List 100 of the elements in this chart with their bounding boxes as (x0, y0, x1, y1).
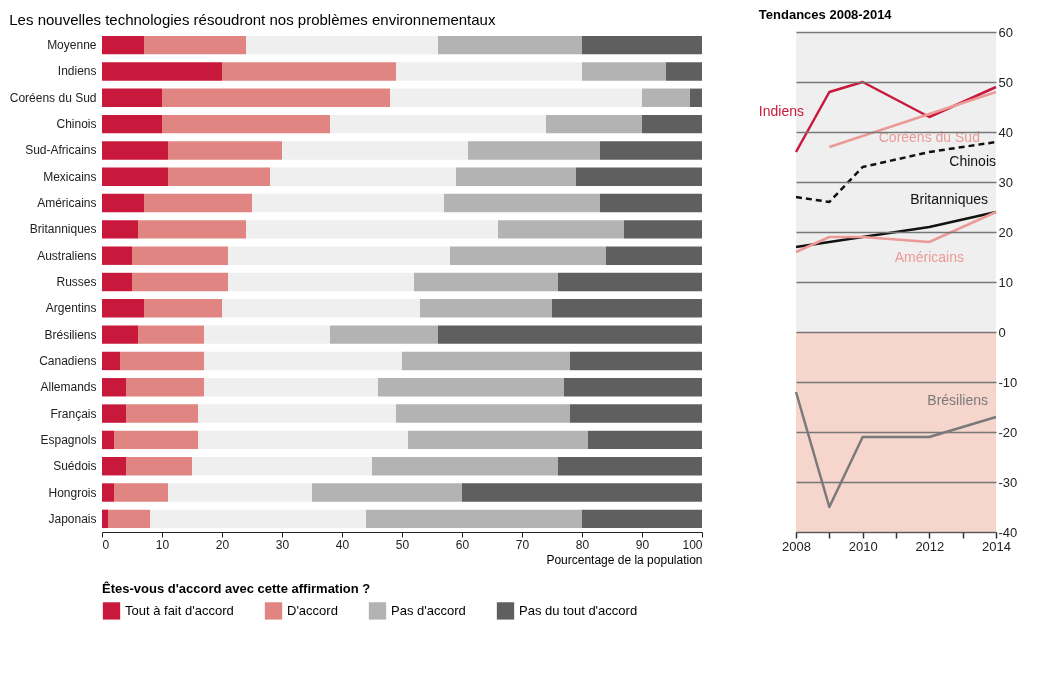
bar (144, 299, 222, 318)
line-series (794, 390, 998, 509)
legend-label: D'accord (287, 602, 338, 618)
bar (624, 220, 702, 239)
bar (102, 509, 108, 529)
bar (102, 457, 126, 476)
bar (282, 141, 468, 160)
y-tick-label: Australiens (37, 248, 97, 263)
bar (198, 430, 408, 450)
x-tick-label: 10 (155, 537, 170, 552)
bar (222, 62, 396, 81)
legend-label: Tout à fait d'accord (125, 602, 234, 618)
bar (378, 378, 564, 397)
y-tick-label: -40 (998, 524, 1018, 540)
bar (582, 509, 702, 529)
x-axis-title: Pourcentage de la population (546, 552, 703, 567)
bar (462, 483, 702, 502)
y-tick-label: Chinois (56, 117, 97, 132)
bar (132, 272, 228, 292)
bar (666, 62, 702, 81)
bar (102, 35, 144, 55)
y-tick-label: Français (50, 406, 97, 421)
x-tick-label: 0 (102, 537, 110, 552)
chart-title: Tendances 2008-2014 (758, 7, 893, 22)
bar (102, 246, 132, 265)
bar (102, 378, 126, 397)
y-tick-label: Canadiens (39, 353, 97, 368)
bar (600, 141, 702, 160)
bar (246, 220, 498, 239)
bar (126, 378, 204, 397)
bar (402, 351, 570, 371)
y-tick-label: -10 (998, 374, 1018, 390)
x-tick-label: 70 (515, 537, 530, 552)
x-tick-label: 2014 (982, 538, 1011, 554)
bar (168, 167, 270, 186)
legend-label: Pas d'accord (391, 602, 466, 618)
bar (204, 325, 330, 344)
y-tick-label: 40 (998, 124, 1013, 140)
y-tick-label: Suédois (53, 459, 97, 474)
bar (204, 378, 378, 397)
x-tick-label: 20 (215, 537, 230, 552)
bar (456, 167, 576, 186)
y-tick-label: Argentins (45, 301, 97, 316)
bar (546, 114, 642, 134)
bar (312, 483, 462, 502)
x-tick-label: 50 (395, 537, 410, 552)
x-tick-label: 2012 (915, 538, 945, 554)
y-tick-label: Japonais (48, 511, 97, 526)
bar (582, 62, 666, 81)
bar (468, 141, 600, 160)
bar (102, 483, 114, 502)
bar (204, 351, 402, 371)
bar (102, 325, 138, 344)
bar (558, 272, 702, 292)
bar (162, 114, 330, 134)
bar (102, 272, 132, 292)
bar (570, 404, 702, 423)
series-label: Brésiliens (927, 392, 988, 408)
bar (396, 404, 570, 423)
bar (168, 483, 312, 502)
bar (228, 272, 414, 292)
bar (582, 35, 702, 55)
bar (420, 299, 552, 318)
y-tick-label: Coréens du Sud (9, 90, 97, 105)
bar (330, 325, 438, 344)
x-tick-label: 80 (575, 537, 590, 552)
series-label: Américains (894, 249, 964, 265)
y-tick-label: 60 (998, 24, 1013, 40)
bar (222, 299, 420, 318)
bar (102, 114, 162, 134)
bar (138, 325, 204, 344)
x-tick-label: 100 (682, 537, 703, 552)
bar (102, 299, 144, 318)
bar (168, 141, 282, 160)
bar (444, 193, 600, 213)
bar (102, 404, 126, 423)
bar (642, 88, 690, 107)
y-tick-label: Espagnols (40, 432, 97, 447)
bar (102, 430, 114, 450)
bar (564, 378, 702, 397)
bar (114, 483, 168, 502)
bar (144, 193, 252, 213)
bar (642, 114, 702, 134)
bar (246, 35, 438, 55)
bar (102, 62, 222, 81)
y-tick-label: 20 (998, 224, 1013, 240)
y-tick-label: Britanniques (29, 222, 97, 237)
bar (552, 299, 702, 318)
bar (120, 351, 204, 371)
x-tick-label: 90 (635, 537, 650, 552)
y-tick-label: Moyenne (47, 38, 97, 53)
y-tick-label: Indiens (57, 64, 97, 79)
y-tick-label: Mexicains (43, 169, 97, 184)
bar (252, 193, 444, 213)
y-tick-label: -30 (998, 474, 1018, 490)
bar (162, 88, 390, 107)
bar (126, 404, 198, 423)
bar (498, 220, 624, 239)
bar (408, 430, 588, 450)
legend-label: Pas du tout d'accord (519, 602, 638, 618)
